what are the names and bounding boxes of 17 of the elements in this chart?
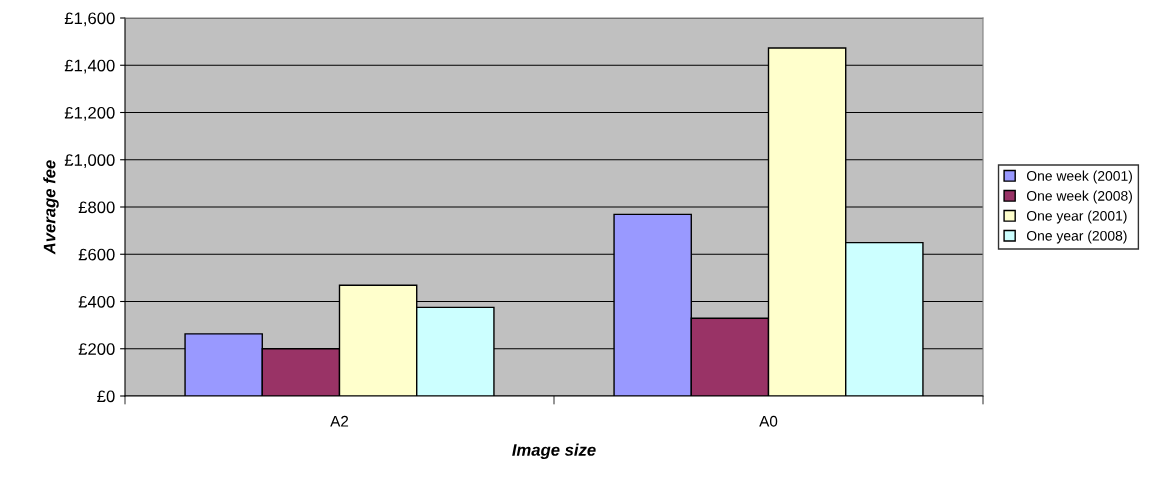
x-axis-title: Image size [512, 443, 596, 460]
legend-label: One week (2001) [1026, 170, 1132, 184]
legend-label: One week (2008) [1026, 190, 1132, 204]
legend-label: One year (2001) [1026, 210, 1127, 224]
legend-label: One year (2008) [1026, 230, 1127, 244]
y-tick-label: £1,600 [64, 12, 115, 27]
y-tick-label: £400 [78, 295, 115, 308]
y-tick-label: £800 [78, 201, 115, 214]
y-tick-label: £1,000 [64, 154, 115, 168]
y-tick-label: £200 [78, 343, 115, 355]
y-tick-label: £0 [97, 390, 115, 403]
x-tick-label: A2 [330, 415, 349, 427]
y-tick-label: £600 [78, 248, 115, 261]
x-tick-label: A0 [759, 415, 778, 427]
y-axis-title: Average fee [43, 160, 59, 255]
y-tick-label: £1,200 [64, 106, 115, 121]
y-tick-label: £1,400 [64, 59, 115, 74]
